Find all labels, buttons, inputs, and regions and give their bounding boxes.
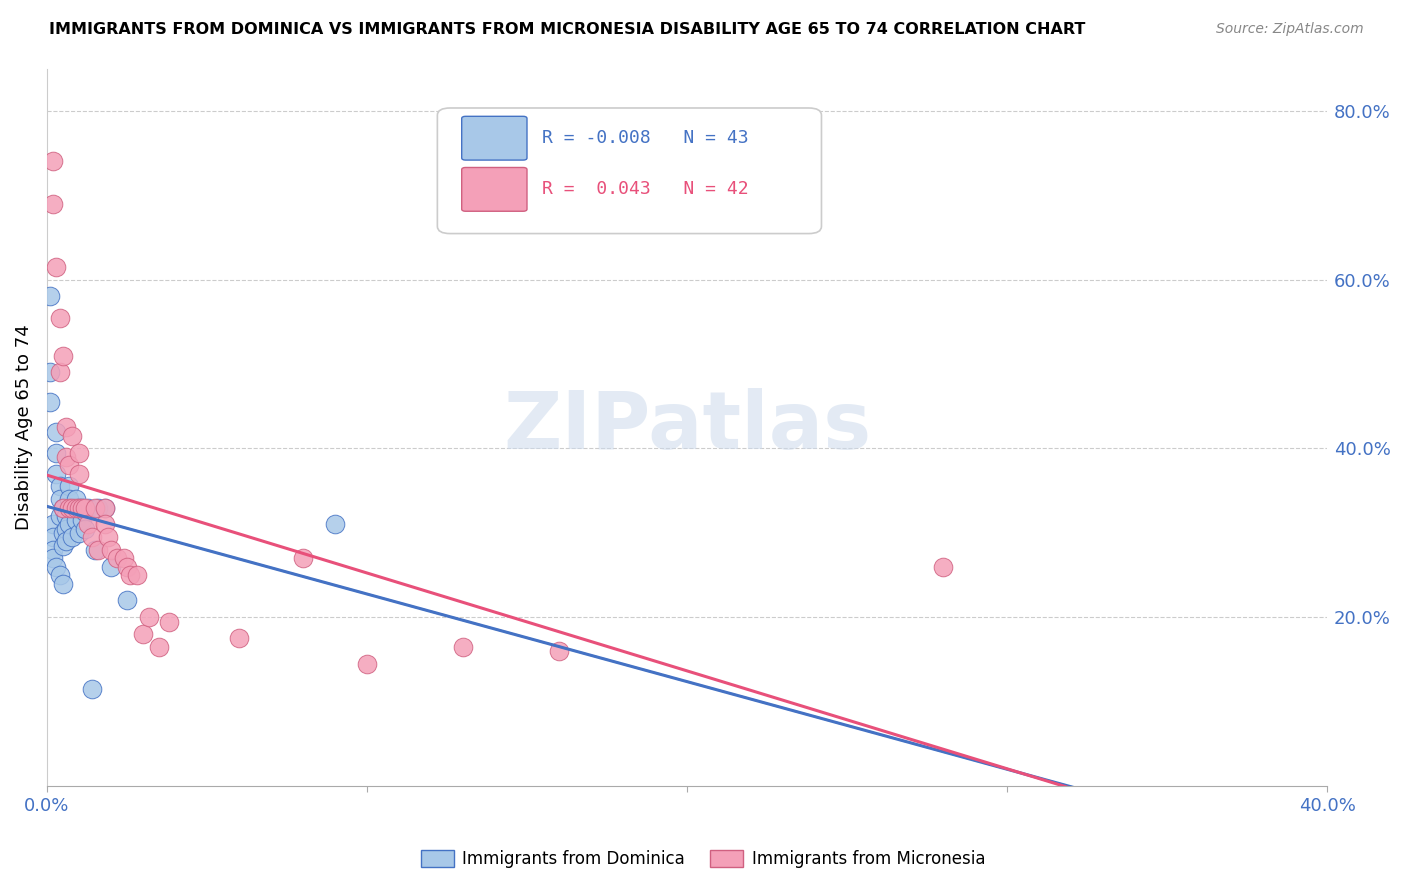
Point	[67, 467, 90, 481]
Point	[87, 500, 110, 515]
Point	[42, 517, 65, 532]
Point	[48, 568, 70, 582]
Point	[62, 500, 84, 515]
FancyBboxPatch shape	[461, 168, 527, 211]
Point	[80, 681, 103, 696]
Point	[42, 542, 65, 557]
Point	[65, 513, 87, 527]
Point	[55, 450, 77, 464]
FancyBboxPatch shape	[461, 116, 527, 160]
Point	[48, 508, 70, 523]
Point	[45, 467, 67, 481]
Point	[138, 610, 160, 624]
Point	[291, 551, 314, 566]
Point	[83, 542, 105, 557]
Point	[48, 492, 70, 507]
Point	[548, 644, 571, 658]
Text: R = -0.008   N = 43: R = -0.008 N = 43	[543, 129, 749, 147]
Point	[48, 310, 70, 325]
Point	[112, 551, 135, 566]
Point	[70, 500, 93, 515]
Legend: Immigrants from Dominica, Immigrants from Micronesia: Immigrants from Dominica, Immigrants fro…	[413, 843, 993, 875]
Point	[48, 479, 70, 493]
Point	[45, 445, 67, 459]
Point	[157, 615, 180, 629]
Point	[58, 517, 80, 532]
Point	[93, 500, 115, 515]
Point	[48, 366, 70, 380]
Point	[77, 500, 100, 515]
Point	[45, 425, 67, 439]
Point	[42, 154, 65, 169]
Point	[62, 429, 84, 443]
Text: R =  0.043   N = 42: R = 0.043 N = 42	[543, 180, 749, 198]
Point	[55, 420, 77, 434]
Point	[39, 395, 62, 409]
Point	[228, 632, 250, 646]
Point	[100, 542, 122, 557]
Point	[55, 534, 77, 549]
Point	[75, 500, 97, 515]
Point	[42, 196, 65, 211]
Point	[39, 366, 62, 380]
Point	[115, 559, 138, 574]
Point	[83, 500, 105, 515]
Point	[45, 260, 67, 274]
Point	[115, 593, 138, 607]
Point	[120, 568, 142, 582]
Point	[62, 500, 84, 515]
Point	[67, 500, 90, 515]
Point	[39, 289, 62, 303]
Point	[70, 500, 93, 515]
Point	[52, 349, 75, 363]
Point	[67, 500, 90, 515]
Point	[52, 525, 75, 540]
Point	[100, 559, 122, 574]
Point	[45, 559, 67, 574]
Point	[42, 530, 65, 544]
Point	[65, 500, 87, 515]
Point	[70, 513, 93, 527]
Point	[451, 640, 474, 654]
Point	[77, 517, 100, 532]
Point	[62, 530, 84, 544]
Point	[75, 522, 97, 536]
Point	[52, 576, 75, 591]
Point	[932, 559, 955, 574]
Point	[125, 568, 148, 582]
Text: ZIPatlas: ZIPatlas	[503, 388, 872, 467]
Point	[67, 525, 90, 540]
Point	[58, 479, 80, 493]
Point	[55, 508, 77, 523]
Point	[93, 500, 115, 515]
Point	[87, 542, 110, 557]
Point	[132, 627, 155, 641]
Point	[356, 657, 378, 671]
Point	[93, 517, 115, 532]
Point	[55, 522, 77, 536]
Point	[58, 492, 80, 507]
Point	[52, 500, 75, 515]
FancyBboxPatch shape	[437, 108, 821, 234]
Point	[80, 530, 103, 544]
Point	[58, 500, 80, 515]
Point	[67, 445, 90, 459]
Text: Source: ZipAtlas.com: Source: ZipAtlas.com	[1216, 22, 1364, 37]
Text: IMMIGRANTS FROM DOMINICA VS IMMIGRANTS FROM MICRONESIA DISABILITY AGE 65 TO 74 C: IMMIGRANTS FROM DOMINICA VS IMMIGRANTS F…	[49, 22, 1085, 37]
Point	[148, 640, 170, 654]
Point	[52, 539, 75, 553]
Point	[105, 551, 128, 566]
Point	[75, 505, 97, 519]
Point	[52, 500, 75, 515]
Point	[323, 517, 346, 532]
Y-axis label: Disability Age 65 to 74: Disability Age 65 to 74	[15, 325, 32, 530]
Point	[97, 530, 120, 544]
Point	[58, 458, 80, 473]
Point	[42, 551, 65, 566]
Point	[65, 492, 87, 507]
